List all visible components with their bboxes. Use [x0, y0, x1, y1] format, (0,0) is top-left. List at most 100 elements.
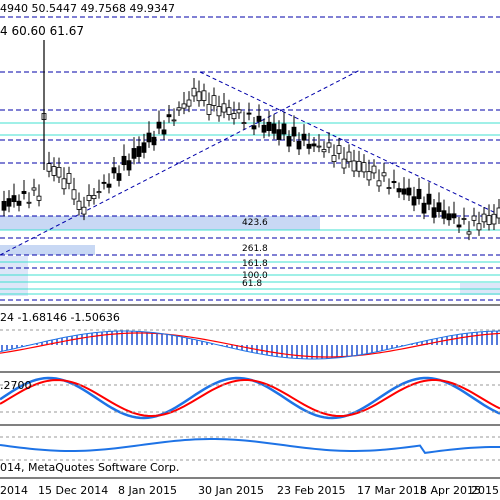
candle-body	[446, 213, 452, 221]
candle-body	[441, 210, 447, 219]
candle-body	[366, 171, 372, 181]
candle-body	[491, 213, 497, 225]
candle-body	[291, 126, 297, 137]
candle-body	[231, 113, 237, 120]
candle-body	[286, 136, 292, 147]
candle-body	[461, 218, 467, 220]
candle-body	[176, 107, 182, 111]
candle-body	[326, 142, 332, 148]
candle-body	[431, 207, 437, 218]
time-axis-label: 2015	[471, 484, 499, 497]
candle-body	[296, 140, 302, 150]
candle-body	[306, 143, 312, 149]
candle-body	[381, 172, 387, 177]
support-zone	[0, 216, 320, 230]
candle-body	[486, 215, 492, 225]
support-zone	[0, 245, 95, 255]
candle-body	[131, 148, 137, 159]
ohlc-readout: 4940 50.5447 49.7568 49.9347	[0, 2, 175, 15]
candle-body	[436, 202, 442, 212]
candle-body	[1, 200, 7, 211]
candle-body	[16, 200, 22, 206]
candle-body	[481, 213, 487, 223]
candle-body	[96, 191, 102, 194]
candle-body	[21, 191, 27, 194]
candle-body	[206, 104, 212, 115]
candle-body	[216, 106, 222, 117]
candle-body	[171, 119, 177, 122]
candle-body	[146, 132, 152, 143]
candle-body	[476, 223, 482, 231]
candle-body	[246, 112, 252, 115]
candle-body	[181, 103, 187, 109]
candle-body	[111, 167, 117, 174]
time-axis-label: 23 Feb 2015	[277, 484, 346, 497]
candle-body	[26, 201, 32, 204]
time-axis-label: 8 Jan 2015	[118, 484, 177, 497]
candle-body	[496, 207, 500, 219]
trend-line	[199, 71, 500, 216]
copyright-label: 014, MetaQuotes Software Corp.	[0, 461, 180, 474]
candle-body	[451, 213, 457, 219]
candle-body	[336, 145, 342, 154]
candle-body	[86, 194, 92, 201]
candle-body	[11, 195, 17, 203]
candle-body	[71, 189, 77, 200]
candle-body	[266, 121, 272, 131]
candle-body	[361, 162, 367, 173]
fib-level-261-label: 261.8	[242, 244, 268, 254]
candle-body	[166, 114, 172, 118]
candle-body	[406, 187, 412, 196]
candle-body	[426, 193, 432, 205]
candle-body	[91, 195, 97, 200]
candle-body	[56, 167, 62, 178]
candle-body	[281, 123, 287, 135]
candle-body	[51, 166, 57, 176]
candle-body	[156, 121, 162, 129]
candle-body	[76, 200, 82, 210]
candle-body	[301, 133, 307, 141]
candle-body	[256, 115, 262, 122]
candle-body	[211, 95, 217, 106]
candle-body	[341, 158, 347, 169]
candle-body	[161, 129, 167, 135]
candle-body	[276, 129, 282, 140]
candle-body	[196, 91, 202, 102]
candle-body	[471, 215, 477, 221]
candle-body	[121, 155, 127, 166]
candle-body	[396, 188, 402, 193]
candle-body	[236, 109, 242, 114]
fib-level-61-label: 61.8	[242, 279, 263, 289]
candle-body	[356, 160, 362, 172]
candle-body	[346, 151, 352, 163]
candle-body	[151, 136, 157, 146]
candle-body	[136, 146, 142, 157]
time-axis-label: 17 Mar 2015	[357, 484, 427, 497]
time-axis-label: 15 Dec 2014	[38, 484, 109, 497]
candle-body	[411, 196, 417, 206]
candle-body	[351, 160, 357, 172]
candle-body	[311, 143, 317, 147]
candle-body	[241, 122, 247, 124]
candle-body	[141, 142, 147, 153]
macd-signal-line	[0, 332, 500, 358]
candle-body	[101, 181, 107, 184]
candle-body	[456, 224, 462, 228]
candle-body	[251, 125, 257, 130]
candle-body	[371, 165, 377, 174]
candle-body	[186, 99, 192, 107]
candle-body	[221, 103, 227, 113]
candle-body	[191, 87, 197, 97]
candle-body	[331, 155, 337, 162]
macd-main-line	[0, 330, 500, 360]
fib-level-100-label: 100.0	[242, 271, 268, 281]
candle-body	[401, 188, 407, 195]
time-axis-label: 2014	[0, 484, 28, 497]
candle-body	[116, 173, 122, 181]
candle-body	[416, 188, 422, 200]
fib-level-423-label: 423.6	[242, 218, 268, 228]
candle-body	[226, 107, 232, 115]
candle-body	[46, 163, 52, 172]
candle-body	[466, 231, 472, 235]
